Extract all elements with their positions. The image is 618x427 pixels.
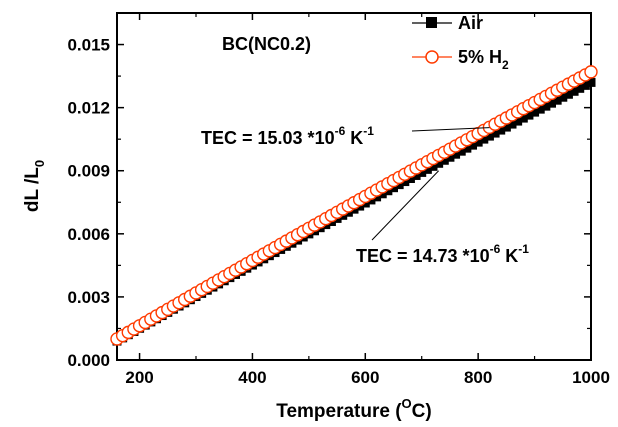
axis-ticks	[117, 13, 592, 361]
data-point-air	[586, 77, 596, 87]
y-tick-label: 0.009	[67, 162, 110, 181]
data-point-air	[434, 158, 444, 168]
data-point-air	[400, 177, 410, 187]
annotation-pointer-air	[371, 170, 440, 241]
annotation-layer	[371, 127, 490, 241]
data-point-air	[445, 152, 455, 162]
y-tick-label: 0.015	[67, 36, 110, 55]
legend: Air 5% H2	[412, 13, 509, 72]
annotation-tec-h2: TEC = 15.03 *10-6 K-1	[201, 124, 374, 148]
data-point-air	[575, 83, 585, 93]
y-tick-label: 0.000	[67, 351, 110, 370]
data-point-air	[535, 104, 545, 114]
x-tick-label: 800	[464, 368, 492, 387]
plot-area-frame	[116, 12, 592, 361]
data-point-air	[580, 80, 590, 90]
data-point-air	[479, 134, 489, 144]
data-point-air	[490, 128, 500, 138]
annotation-pointer-h2	[411, 127, 490, 132]
data-point-air	[484, 131, 494, 141]
data-point-air	[372, 192, 382, 202]
data-point-air	[558, 92, 568, 102]
data-point-air	[518, 113, 528, 123]
data-point-air	[513, 116, 523, 126]
data-point-air	[439, 155, 449, 165]
data-point-air	[541, 101, 551, 111]
y-tick-label: 0.006	[67, 225, 110, 244]
legend-label-5pct-h2: 5% H2	[458, 47, 509, 72]
data-point-air	[569, 86, 579, 96]
data-point-air	[468, 140, 477, 150]
data-point-air	[496, 125, 506, 135]
y-axis-title: dL /L0	[22, 160, 47, 212]
data-point-air	[547, 98, 556, 108]
data-point-air	[530, 107, 540, 117]
data-point-air	[451, 149, 461, 159]
data-point-air	[417, 167, 427, 177]
data-point-air	[422, 164, 432, 174]
data-point-air	[411, 170, 421, 180]
data-point-air	[501, 122, 511, 132]
data-point-air	[507, 119, 517, 129]
y-tick-label: 0.003	[67, 288, 110, 307]
data-point-air	[383, 186, 393, 196]
data-point-air	[456, 146, 466, 156]
legend-marker-air	[426, 17, 437, 28]
legend-label-air: Air	[458, 13, 483, 33]
data-point-air	[377, 189, 387, 199]
y-tick-label: 0.012	[67, 99, 110, 118]
annotation-tec-air: TEC = 14.73 *10-6 K-1	[356, 242, 529, 266]
data-point-air	[405, 174, 415, 184]
data-point-air	[394, 180, 404, 190]
x-tick-label: 400	[238, 368, 266, 387]
data-point-air	[462, 143, 472, 153]
x-tick-label: 600	[351, 368, 379, 387]
data-point-air	[389, 183, 398, 193]
data-point-air	[473, 137, 483, 147]
data-point-air	[524, 110, 534, 120]
panel-label: BC(NC0.2)	[222, 34, 311, 54]
data-point-5pct-h2	[584, 65, 598, 79]
data-point-air	[428, 161, 438, 171]
x-tick-label: 200	[125, 368, 153, 387]
x-axis-title: Temperature (OC)	[276, 396, 431, 422]
series-layer	[110, 65, 598, 346]
tick-labels: 200 400 600 800 1000 0.000 0.003 0.006 0.009 0.01…	[67, 36, 609, 387]
legend-marker-5pct-h2	[425, 50, 439, 64]
series-5pct-h2	[110, 65, 598, 346]
x-tick-label: 1000	[572, 368, 610, 387]
data-point-air	[552, 95, 562, 105]
data-point-air	[563, 89, 573, 99]
